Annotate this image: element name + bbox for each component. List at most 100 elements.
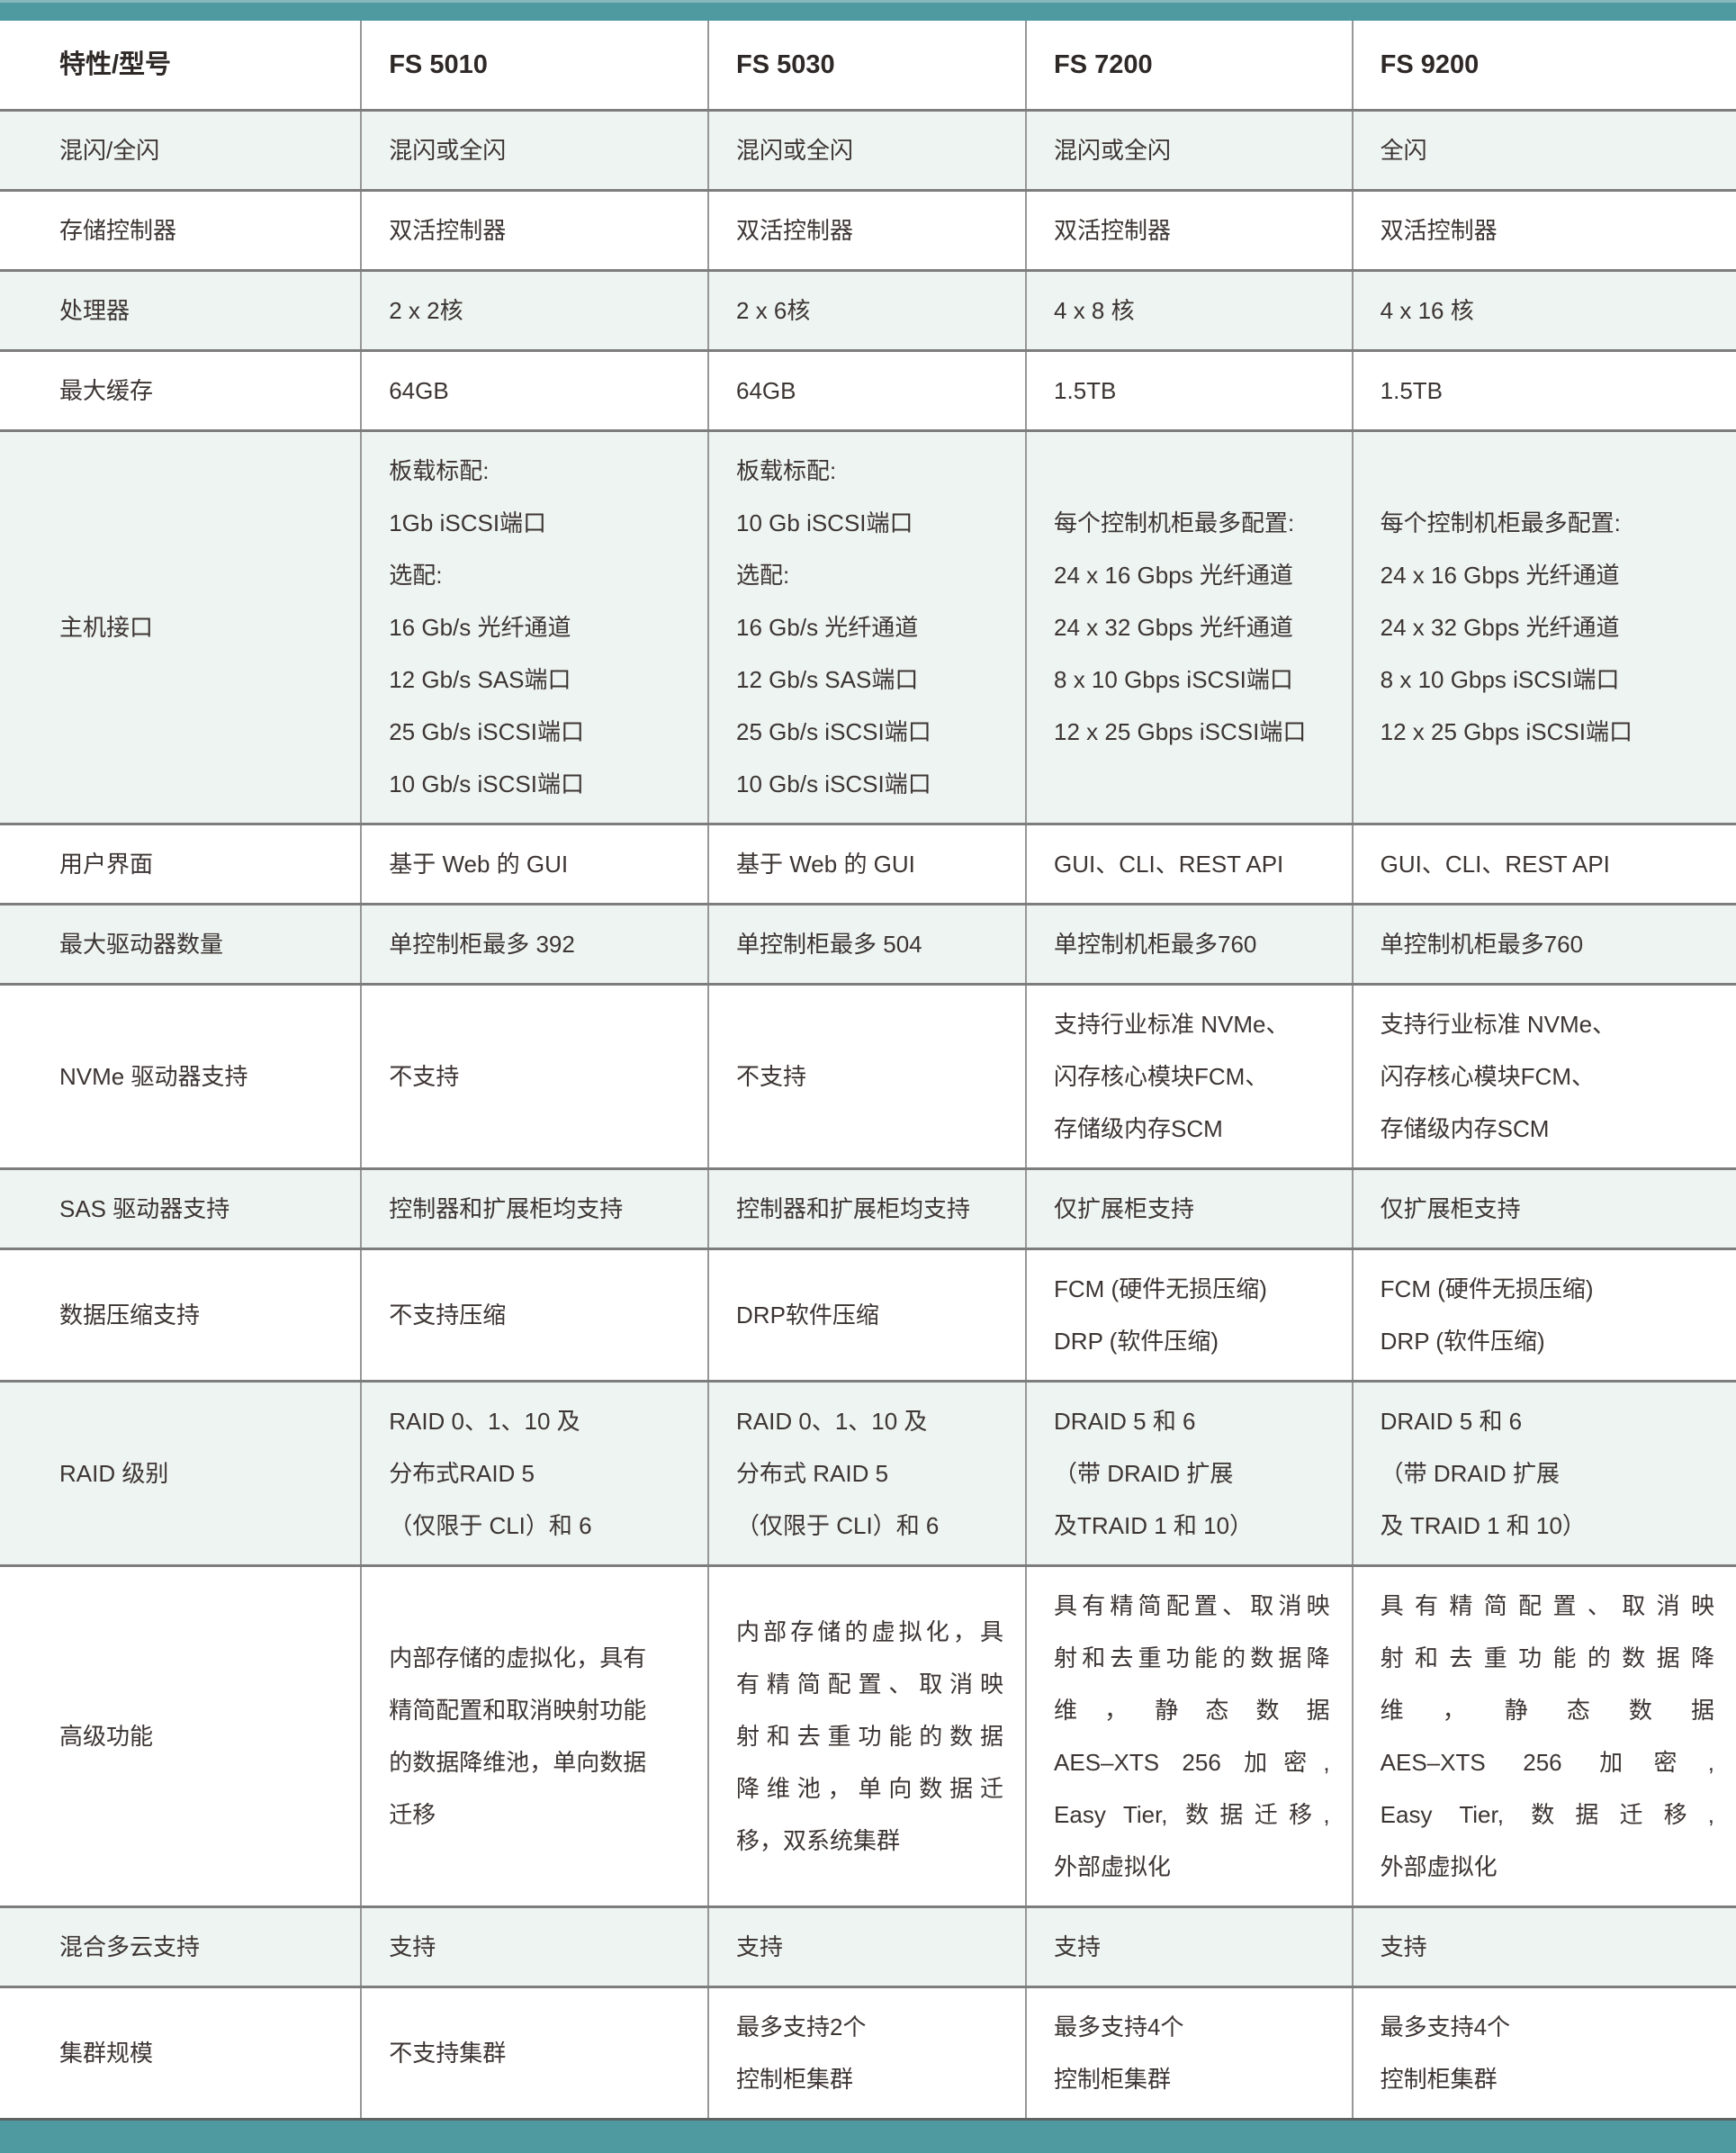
data-cell: 不支持 bbox=[360, 983, 709, 1169]
data-cell: 4 x 16 核 bbox=[1351, 269, 1736, 351]
table-row: 最大驱动器数量 单控制柜最多 392 单控制柜最多 504 单控制机柜最多760 单控制… bbox=[0, 903, 1736, 985]
cell-line: 4 x 8 核 bbox=[1054, 297, 1135, 324]
table-row: 混闪/全闪 混闪或全闪 混闪或全闪 混闪或全闪 全闪 bbox=[0, 109, 1736, 191]
header-model-fs-7200: FS 7200 bbox=[1025, 21, 1353, 111]
data-cell: 双活控制器 bbox=[1025, 189, 1353, 271]
cell-line: FCM (硬件无损压缩) bbox=[1054, 1275, 1267, 1302]
cell-line: 降维池，单向数据迁 bbox=[736, 1775, 1004, 1802]
data-cell: 最多支持4个 控制柜集群 bbox=[1351, 1986, 1736, 2118]
cell-line: 维，静态数据 bbox=[1054, 1697, 1330, 1724]
cell-line: 不支持 bbox=[389, 1063, 460, 1090]
table-row: 混合多云支持 支持 支持 支持 支持 bbox=[0, 1905, 1736, 1987]
table-row: 集群规模 不支持集群 最多支持2个 控制柜集群 最多支持4个 控制柜集群 最多支持4个 控制柜… bbox=[0, 1986, 1736, 2118]
data-cell: GUI、CLI、REST API bbox=[1351, 823, 1736, 905]
cell-line: 支持行业标准 NVMe、 bbox=[1054, 1011, 1290, 1038]
cell-line: DRP软件压缩 bbox=[736, 1302, 879, 1329]
data-cell: 双活控制器 bbox=[360, 189, 709, 271]
cell-line: 最多支持4个 bbox=[1380, 2013, 1511, 2040]
cell-line: 1Gb iSCSI端口 bbox=[389, 509, 547, 536]
row-label: 集群规模 bbox=[0, 1986, 362, 2118]
cell-line: DRP (软件压缩) bbox=[1380, 1328, 1545, 1355]
data-cell: 64GB bbox=[707, 349, 1027, 431]
cell-line: 精简配置和取消映射功能 bbox=[389, 1697, 647, 1724]
cell-line: 板载标配: bbox=[389, 457, 490, 484]
cell-line: 存储级内存SCM bbox=[1380, 1115, 1550, 1142]
table-row: 最大缓存 64GB 64GB 1.5TB 1.5TB bbox=[0, 349, 1736, 431]
cell-line: GUI、CLI、REST API bbox=[1054, 851, 1284, 878]
cell-line: 支持 bbox=[1380, 1933, 1427, 1960]
data-cell: 内部存储的虚拟化，具 有精简配置、取消映 射和去重功能的数据 降维池，单向数据迁 移，双… bbox=[707, 1564, 1027, 1907]
header-model-fs-5030: FS 5030 bbox=[707, 21, 1027, 111]
data-cell: 具有精简配置、取消映 射和去重功能的数据降 维，静态数据 AES–XTS 256 加密… bbox=[1025, 1564, 1353, 1907]
cell-line: 10 Gb/s iSCSI端口 bbox=[389, 770, 584, 797]
cell-line: 每个控制机柜最多配置: bbox=[1380, 509, 1621, 536]
cell-line: Easy Tier, 数据迁移, bbox=[1054, 1801, 1330, 1828]
cell-line: 8 x 10 Gbps iSCSI端口 bbox=[1380, 666, 1620, 693]
cell-line: 2 x 6核 bbox=[736, 297, 811, 324]
table-row: RAID 级别 RAID 0、1、10 及分布式RAID 5 （仅限于 CLI）和 … bbox=[0, 1380, 1736, 1566]
data-cell: 支持行业标准 NVMe、 闪存核心模块FCM、 存储级内存SCM bbox=[1025, 983, 1353, 1169]
data-cell: 控制器和扩展柜均支持 bbox=[360, 1167, 709, 1249]
data-cell: DRAID 5 和 6 （带 DRAID 扩展及 TRAID 1 和 10） bbox=[1351, 1380, 1736, 1566]
data-cell: 单控制柜最多 392 bbox=[360, 903, 709, 985]
data-cell: 1.5TB bbox=[1025, 349, 1353, 431]
table-row: 存储控制器 双活控制器 双活控制器 双活控制器 双活控制器 bbox=[0, 189, 1736, 271]
cell-line: 12 x 25 Gbps iSCSI端口 bbox=[1054, 718, 1307, 745]
data-cell: 板载标配: 10 Gb iSCSI端口 选配: 16 Gb/s 光纤通道 12 Gb/s… bbox=[707, 429, 1027, 824]
cell-line: 选配: bbox=[736, 562, 790, 589]
cell-line: RAID 0、1、10 及 bbox=[736, 1408, 928, 1435]
cell-line: 最多支持4个 bbox=[1054, 2013, 1184, 2040]
cell-line: AES–XTS 256 加密, bbox=[1054, 1749, 1330, 1776]
cell-line: 每个控制机柜最多配置: bbox=[1054, 509, 1295, 536]
cell-line: 基于 Web 的 GUI bbox=[389, 851, 569, 878]
data-cell: 最多支持4个 控制柜集群 bbox=[1025, 1986, 1353, 2118]
data-cell: 基于 Web 的 GUI bbox=[707, 823, 1027, 905]
bottom-accent-bar bbox=[0, 2118, 1736, 2153]
data-cell: 不支持集群 bbox=[360, 1986, 709, 2118]
data-cell: 混闪或全闪 bbox=[1025, 109, 1353, 191]
cell-line: 24 x 16 Gbps 光纤通道 bbox=[1380, 562, 1620, 589]
cell-line: 混闪或全闪 bbox=[1054, 137, 1172, 164]
cell-line: 移，双系统集群 bbox=[736, 1827, 901, 1854]
data-cell: FCM (硬件无损压缩) DRP (软件压缩) bbox=[1025, 1248, 1353, 1382]
cell-line: 12 x 25 Gbps iSCSI端口 bbox=[1380, 718, 1633, 745]
cell-line: 单控制柜最多 504 bbox=[736, 931, 922, 958]
data-cell: 支持 bbox=[1025, 1905, 1353, 1987]
row-label: 混闪/全闪 bbox=[0, 109, 362, 191]
cell-line: 内部存储的虚拟化，具 bbox=[736, 1618, 1004, 1645]
data-cell: DRAID 5 和 6 （带 DRAID 扩展 及TRAID 1 和 10） bbox=[1025, 1380, 1353, 1566]
cell-line: 全闪 bbox=[1380, 137, 1427, 164]
cell-line: 分布式RAID 5 bbox=[389, 1460, 535, 1487]
row-label: 最大缓存 bbox=[0, 349, 362, 431]
data-cell: DRP软件压缩 bbox=[707, 1248, 1027, 1382]
cell-line: 基于 Web 的 GUI bbox=[736, 851, 915, 878]
cell-line: 迁移 bbox=[389, 1801, 436, 1828]
cell-line: 射和去重功能的数据降 bbox=[1054, 1644, 1330, 1671]
cell-line: 混闪或全闪 bbox=[736, 137, 854, 164]
cell-line: 2 x 2核 bbox=[389, 297, 463, 324]
cell-line: 闪存核心模块FCM、 bbox=[1380, 1063, 1595, 1090]
cell-line: 分布式 RAID 5 bbox=[736, 1460, 889, 1487]
cell-line: 4 x 16 核 bbox=[1380, 297, 1474, 324]
cell-line: （带 DRAID 扩展 bbox=[1054, 1460, 1234, 1487]
cell-line: 闪存核心模块FCM、 bbox=[1054, 1063, 1269, 1090]
table-row: 用户界面 基于 Web 的 GUI 基于 Web 的 GUI GUI、CLI、REST… bbox=[0, 823, 1736, 905]
cell-line: 存储级内存SCM bbox=[1054, 1115, 1223, 1142]
cell-line: GUI、CLI、REST API bbox=[1380, 851, 1610, 878]
cell-line: Easy Tier, 数据迁移, bbox=[1380, 1801, 1714, 1828]
data-cell: 内部存储的虚拟化，具有 精简配置和取消映射功能 的数据降维池，单向数据 迁移 bbox=[360, 1564, 709, 1907]
row-label: 主机接口 bbox=[0, 429, 362, 824]
data-cell: 2 x 6核 bbox=[707, 269, 1027, 351]
cell-line: 双活控制器 bbox=[1054, 217, 1172, 244]
cell-line: 控制柜集群 bbox=[736, 2066, 854, 2093]
data-cell: 混闪或全闪 bbox=[707, 109, 1027, 191]
cell-line: 的数据降维池，单向数据 bbox=[389, 1749, 647, 1776]
table-row: 主机接口 板载标配: 1Gb iSCSI端口 选配: 16 Gb/s 光纤通道 12 Gb… bbox=[0, 429, 1736, 824]
header-model-fs-5010: FS 5010 bbox=[360, 21, 709, 111]
row-label: 最大驱动器数量 bbox=[0, 903, 362, 985]
header-model-fs-9200: FS 9200 bbox=[1351, 21, 1736, 111]
cell-line: 射和去重功能的数据 bbox=[736, 1723, 1004, 1750]
cell-line: DRAID 5 和 6 bbox=[1380, 1408, 1523, 1435]
cell-line: FCM (硬件无损压缩) bbox=[1380, 1275, 1594, 1302]
cell-line: 维，静态数据 bbox=[1380, 1697, 1714, 1724]
